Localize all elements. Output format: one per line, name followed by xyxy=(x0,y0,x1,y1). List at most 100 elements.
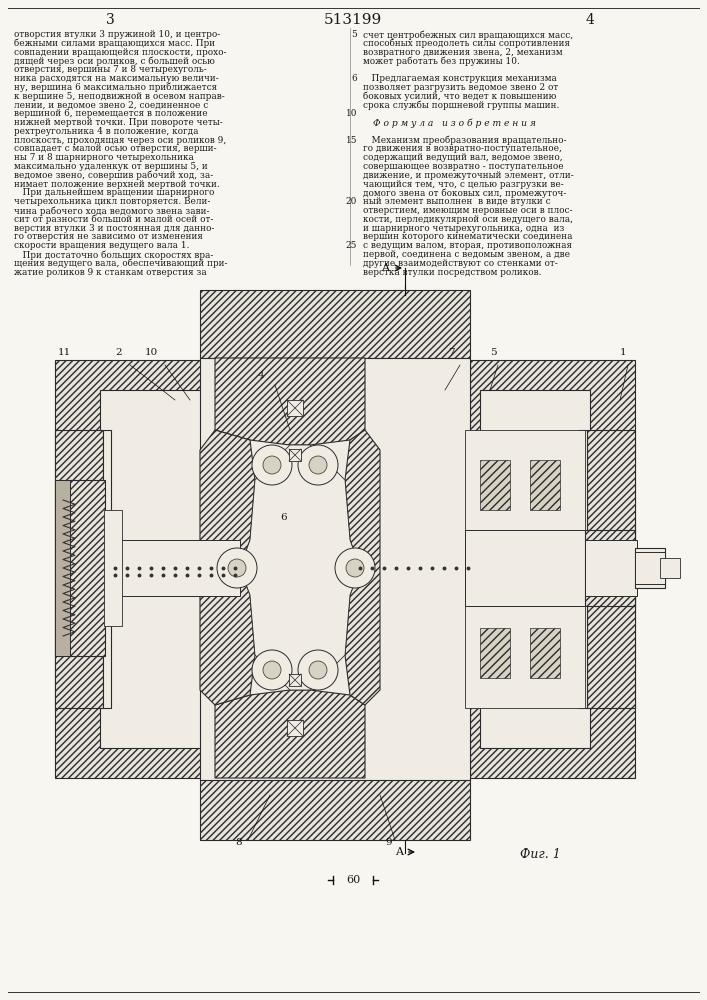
Polygon shape xyxy=(200,430,255,705)
Text: нижней мертвой точки. При повороте четы-: нижней мертвой точки. При повороте четы- xyxy=(14,118,223,127)
Circle shape xyxy=(335,548,375,588)
Text: ведомое звено, совершив рабочий ход, за-: ведомое звено, совершив рабочий ход, за- xyxy=(14,171,214,180)
Text: отверстием, имеющим неровные оси в плос-: отверстием, имеющим неровные оси в плос- xyxy=(363,206,573,215)
Bar xyxy=(55,480,70,656)
Text: 8: 8 xyxy=(235,838,242,847)
Text: При достаточно больших скоростях вра-: При достаточно больших скоростях вра- xyxy=(14,250,214,259)
Polygon shape xyxy=(345,430,380,705)
Bar xyxy=(103,430,111,708)
Circle shape xyxy=(217,548,257,588)
Bar xyxy=(480,628,510,678)
Text: ну, вершина 6 максимально приближается: ну, вершина 6 максимально приближается xyxy=(14,83,217,92)
Text: 6: 6 xyxy=(280,513,286,522)
Bar xyxy=(289,449,301,461)
Text: дящей через оси роликов, с большей осью: дящей через оси роликов, с большей осью xyxy=(14,56,215,66)
Text: 2: 2 xyxy=(115,348,122,357)
Text: верстка втулки посредством роликов.: верстка втулки посредством роликов. xyxy=(363,268,542,277)
Text: вершиной 6, перемещается в положение: вершиной 6, перемещается в положение xyxy=(14,109,208,118)
Text: 7: 7 xyxy=(448,348,455,357)
Text: движение, и промежуточный элемент, отли-: движение, и промежуточный элемент, отли- xyxy=(363,171,574,180)
Text: ника расходятся на максимальную величи-: ника расходятся на максимальную величи- xyxy=(14,74,218,83)
Bar xyxy=(530,628,560,678)
Text: домого звена от боковых сил, промежуточ-: домого звена от боковых сил, промежуточ- xyxy=(363,188,566,198)
Text: совершающее возвратно - поступательное: совершающее возвратно - поступательное xyxy=(363,162,563,171)
Text: 513199: 513199 xyxy=(324,13,382,27)
Bar xyxy=(200,358,470,780)
Polygon shape xyxy=(240,445,360,690)
Text: чающийся тем, что, с целью разгрузки ве-: чающийся тем, что, с целью разгрузки ве- xyxy=(363,180,563,189)
Text: рехтреугольника 4 в положение, когда: рехтреугольника 4 в положение, когда xyxy=(14,127,199,136)
Bar xyxy=(480,460,510,510)
Text: четырехольника цикл повторяется. Вели-: четырехольника цикл повторяется. Вели- xyxy=(14,197,211,206)
Text: вершин которого кинематически соединена: вершин которого кинематически соединена xyxy=(363,232,573,241)
Circle shape xyxy=(252,650,292,690)
Bar xyxy=(55,430,103,708)
Bar xyxy=(635,552,665,584)
Text: A: A xyxy=(381,263,389,273)
Text: способных преодолеть силы сопротивления: способных преодолеть силы сопротивления xyxy=(363,39,570,48)
Text: 5: 5 xyxy=(351,30,357,39)
Bar xyxy=(289,674,301,686)
Circle shape xyxy=(228,559,246,577)
Polygon shape xyxy=(215,358,365,445)
Text: ный элемент выполнен  в виде втулки с: ный элемент выполнен в виде втулки с xyxy=(363,197,551,206)
Text: 5: 5 xyxy=(490,348,496,357)
Text: верстия втулки 3 и постоянная для данно-: верстия втулки 3 и постоянная для данно- xyxy=(14,224,214,233)
Bar xyxy=(465,530,585,606)
Text: 20: 20 xyxy=(346,197,357,206)
Text: скорости вращения ведущего вала 1.: скорости вращения ведущего вала 1. xyxy=(14,241,189,250)
Text: 10: 10 xyxy=(346,109,357,118)
Bar xyxy=(200,778,470,840)
Text: A: A xyxy=(395,847,403,857)
Circle shape xyxy=(298,445,338,485)
Text: чина рабочего хода ведомого звена зави-: чина рабочего хода ведомого звена зави- xyxy=(14,206,209,216)
Circle shape xyxy=(263,661,281,679)
Text: содержащий ведущий вал, ведомое звено,: содержащий ведущий вал, ведомое звено, xyxy=(363,153,563,162)
Text: 25: 25 xyxy=(346,241,357,250)
Text: щения ведущего вала, обеспечивающий при-: щения ведущего вала, обеспечивающий при- xyxy=(14,259,228,268)
Text: жатие роликов 9 к станкам отверстия за: жатие роликов 9 к станкам отверстия за xyxy=(14,268,206,277)
Bar xyxy=(104,510,122,626)
Bar xyxy=(100,540,240,596)
Text: боковых усилий, что ведет к повышению: боковых усилий, что ведет к повышению xyxy=(363,92,556,101)
Text: го движения в возвратно-поступательное,: го движения в возвратно-поступательное, xyxy=(363,144,562,153)
Text: го отверстия не зависимо от изменения: го отверстия не зависимо от изменения xyxy=(14,232,203,241)
Bar xyxy=(100,390,210,748)
Bar xyxy=(530,460,560,510)
Text: 10: 10 xyxy=(145,348,158,357)
Bar xyxy=(470,360,635,778)
Text: кости, перледикулярной оси ведущего вала,: кости, перледикулярной оси ведущего вала… xyxy=(363,215,573,224)
Text: 4: 4 xyxy=(258,371,264,380)
Text: и шарнирного четырехугольника, одна  из: и шарнирного четырехугольника, одна из xyxy=(363,224,564,233)
Text: срока службы поршневой группы машин.: срока службы поршневой группы машин. xyxy=(363,100,559,110)
Bar xyxy=(579,430,587,708)
Text: совпадении вращающейся плоскости, прохо-: совпадении вращающейся плоскости, прохо- xyxy=(14,48,226,57)
Bar xyxy=(200,290,470,358)
Bar xyxy=(55,360,220,778)
Bar xyxy=(585,540,637,596)
Circle shape xyxy=(252,445,292,485)
Text: может работать без пружины 10.: может работать без пружины 10. xyxy=(363,56,520,66)
Polygon shape xyxy=(215,690,365,778)
Bar xyxy=(55,480,105,656)
Text: счет центробежных сил вращающихся масс,: счет центробежных сил вращающихся масс, xyxy=(363,30,573,39)
Text: отверстия, вершины 7 и 8 четырехуголь-: отверстия, вершины 7 и 8 четырехуголь- xyxy=(14,65,206,74)
Text: 60: 60 xyxy=(346,875,360,885)
Bar xyxy=(287,720,303,736)
Bar xyxy=(660,558,680,578)
Text: 1: 1 xyxy=(620,348,626,357)
Text: 4: 4 xyxy=(585,13,595,27)
Text: Механизм преобразования вращательно-: Механизм преобразования вращательно- xyxy=(363,136,566,145)
Circle shape xyxy=(309,661,327,679)
Text: 11: 11 xyxy=(58,348,71,357)
Text: 3: 3 xyxy=(105,13,115,27)
Circle shape xyxy=(309,456,327,474)
Text: бежными силами вращающихся масс. При: бежными силами вращающихся масс. При xyxy=(14,39,215,48)
Text: ны 7 и 8 шарнирного четырехольника: ны 7 и 8 шарнирного четырехольника xyxy=(14,153,194,162)
Text: При дальнейшем вращении шарнирного: При дальнейшем вращении шарнирного xyxy=(14,188,214,197)
Text: совпадает с малой осью отверстия, верши-: совпадает с малой осью отверстия, верши- xyxy=(14,144,216,153)
Bar xyxy=(465,430,585,708)
Text: 6: 6 xyxy=(351,74,357,83)
Bar xyxy=(635,548,665,588)
Text: сит от разности большой и малой осей от-: сит от разности большой и малой осей от- xyxy=(14,215,214,224)
